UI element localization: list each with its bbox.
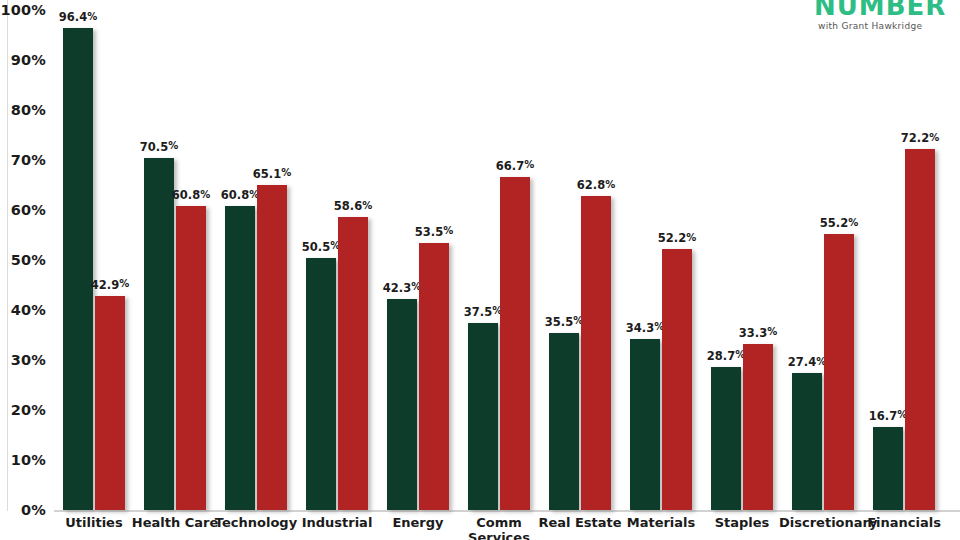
bar-discretionary-green-series (792, 373, 822, 510)
bar-value-label: 62.8% (577, 179, 615, 192)
y-axis-tick-label: 90% (0, 50, 46, 70)
y-axis-tick-label: 10% (0, 450, 46, 470)
bar-value-label: 42.9% (91, 279, 129, 292)
bar-discretionary-red-series (824, 234, 854, 510)
logo-subtitle: with Grant Hawkridge (818, 21, 922, 31)
y-axis-tick-label: 20% (0, 400, 46, 420)
bar-real-estate-green-series (549, 333, 579, 511)
bar-value-label: 60.8% (221, 189, 259, 202)
bar-value-label: 58.6% (334, 200, 372, 213)
y-axis-tick-label: 70% (0, 150, 46, 170)
bar-value-label: 52.2% (658, 232, 696, 245)
y-axis-tick-label: 30% (0, 350, 46, 370)
x-axis-label-industrial: Industrial (293, 515, 381, 530)
bar-value-label: 33.3% (739, 327, 777, 340)
x-axis-line (54, 510, 960, 512)
bar-utilities-green-series (63, 28, 93, 510)
bar-value-label: 60.8% (172, 189, 210, 202)
y-axis-tick-label: 40% (0, 300, 46, 320)
bar-value-label: 42.3% (383, 282, 421, 295)
x-axis-label-energy: Energy (374, 515, 462, 530)
bar-value-label: 50.5% (302, 241, 340, 254)
bar-value-label: 27.4% (788, 356, 826, 369)
bar-value-label: 55.2% (820, 217, 858, 230)
bar-value-label: 35.5% (545, 316, 583, 329)
bar-technology-green-series (225, 206, 255, 510)
bar-value-label: 65.1% (253, 168, 291, 181)
bar-utilities-red-series (95, 296, 125, 511)
bar-staples-red-series (743, 344, 773, 511)
bar-health-care-green-series (144, 158, 174, 511)
x-axis-label-utilities: Utilities (50, 515, 138, 530)
bar-value-label: 70.5% (140, 141, 178, 154)
bar-value-label: 96.4% (59, 11, 97, 24)
x-axis-label-real-estate: Real Estate (536, 515, 624, 530)
bar-comm-services-red-series (500, 177, 530, 511)
y-axis-tick-label: 50% (0, 250, 46, 270)
bar-staples-green-series (711, 367, 741, 511)
bar-value-label: 72.2% (901, 132, 939, 145)
bar-value-label: 53.5% (415, 226, 453, 239)
bar-comm-services-green-series (468, 323, 498, 511)
x-axis-label-comm-services: Comm Services (455, 515, 543, 540)
bar-value-label: 66.7% (496, 160, 534, 173)
x-axis-label-health-care: Health Care (131, 515, 219, 530)
y-axis-tick-label: 60% (0, 200, 46, 220)
y-axis-tick-label: 80% (0, 100, 46, 120)
bar-industrial-green-series (306, 258, 336, 511)
bar-industrial-red-series (338, 217, 368, 510)
sector-bar-chart: 0% 10% 20% 30% 40% 50% 60% 70% 80% 90% 100% 96.4% 4… (0, 0, 960, 540)
bar-materials-green-series (630, 339, 660, 511)
logo: NUMBER with Grant Hawkridge (812, 0, 960, 40)
bar-real-estate-red-series (581, 196, 611, 510)
bar-value-label: 37.5% (464, 306, 502, 319)
bar-value-label: 16.7% (869, 410, 907, 423)
logo-wordmark: NUMBER (814, 0, 946, 19)
x-axis-label-technology: Technology (212, 515, 300, 530)
bar-financials-red-series (905, 149, 935, 510)
bar-technology-red-series (257, 185, 287, 511)
bar-value-label: 28.7% (707, 350, 745, 363)
x-axis-label-discretionary: Discretionary (779, 515, 867, 530)
y-axis-tick-label: 0% (0, 500, 46, 520)
bar-value-label: 34.3% (626, 322, 664, 335)
bar-financials-green-series (873, 427, 903, 511)
x-axis-label-financials: Financials (860, 515, 948, 530)
bar-health-care-red-series (176, 206, 206, 510)
bar-materials-red-series (662, 249, 692, 510)
bar-energy-green-series (387, 299, 417, 511)
bar-energy-red-series (419, 243, 449, 511)
x-axis-label-materials: Materials (617, 515, 705, 530)
x-axis-label-staples: Staples (698, 515, 786, 530)
y-axis-tick-label: 100% (0, 0, 46, 20)
